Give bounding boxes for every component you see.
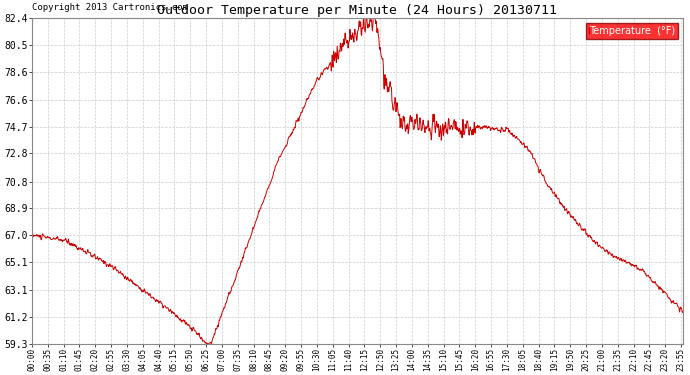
Legend: Temperature  (°F): Temperature (°F) — [586, 23, 678, 39]
Title: Outdoor Temperature per Minute (24 Hours) 20130711: Outdoor Temperature per Minute (24 Hours… — [157, 4, 558, 17]
Text: Copyright 2013 Cartronics.com: Copyright 2013 Cartronics.com — [32, 3, 188, 12]
